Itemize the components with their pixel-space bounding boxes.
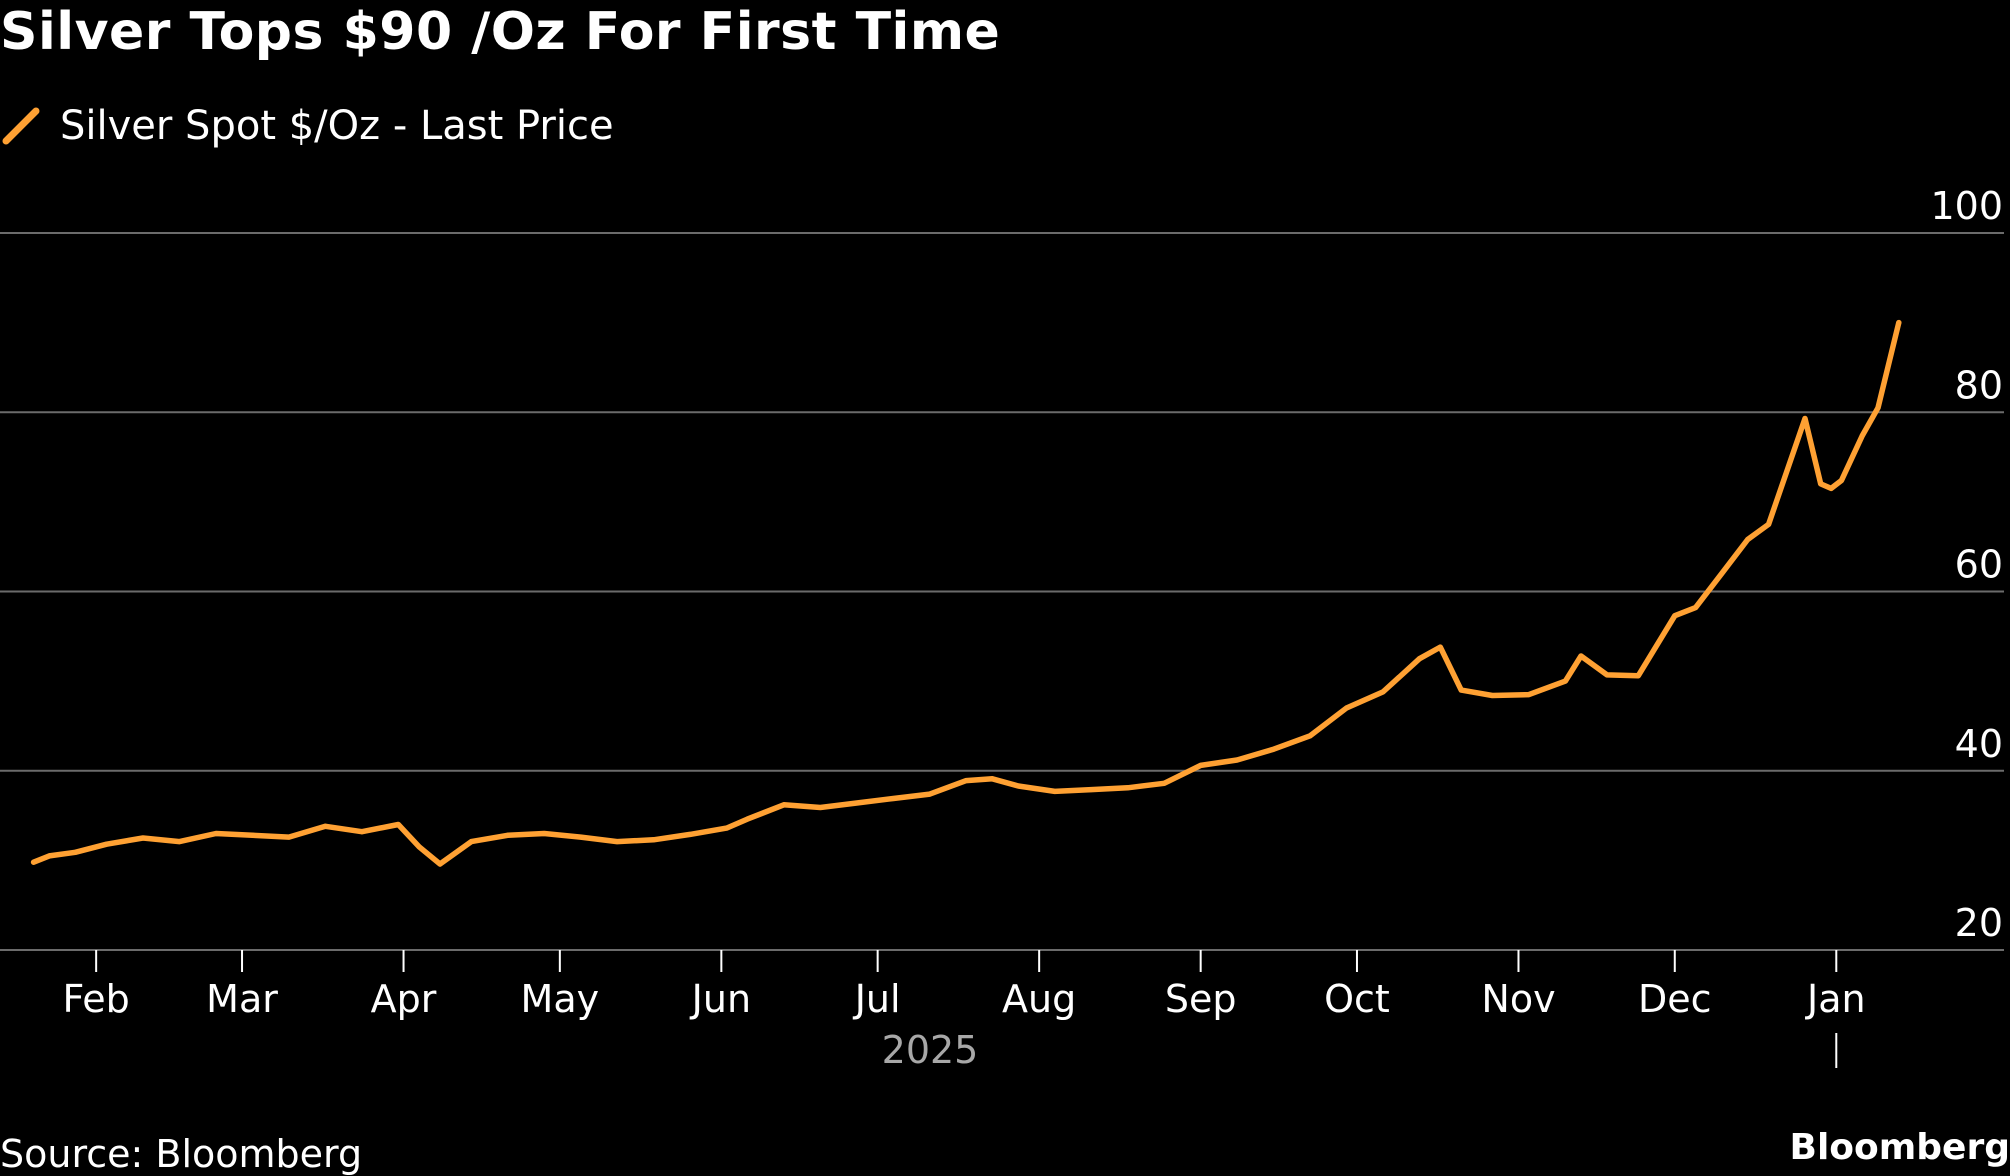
x-tick-label: Sep <box>1165 977 1237 1021</box>
data-point <box>1344 705 1349 711</box>
data-point <box>437 861 443 867</box>
x-tick-label: Mar <box>206 977 278 1021</box>
x-tick-label: Jan <box>1805 977 1866 1021</box>
data-point <box>1458 687 1464 693</box>
data-point <box>963 778 969 784</box>
x-tick-label: Jul <box>853 977 901 1021</box>
data-point <box>1635 673 1641 679</box>
data-point <box>651 837 657 843</box>
data-point <box>46 853 52 859</box>
data-point <box>687 831 693 837</box>
x-tick-label: Aug <box>1002 977 1076 1021</box>
year-label: 2025 <box>882 1028 979 1072</box>
data-point <box>854 800 860 806</box>
data-point <box>322 823 328 829</box>
data-point <box>744 816 750 822</box>
data-point <box>614 839 620 845</box>
data-point <box>1562 678 1568 684</box>
y-tick-label: 20 <box>1955 901 2003 945</box>
y-tick-label: 80 <box>1955 363 2003 407</box>
data-point <box>1489 693 1495 698</box>
data-point <box>1719 571 1725 577</box>
x-tick-label: Apr <box>371 977 437 1021</box>
source-note: Source: Bloomberg <box>0 1132 363 1176</box>
data-point <box>1766 521 1772 527</box>
data-point <box>1052 788 1058 794</box>
data-point <box>578 834 584 840</box>
x-tick-label: Nov <box>1481 977 1555 1021</box>
x-tick-label: Feb <box>63 977 130 1021</box>
data-point <box>1818 481 1824 487</box>
data-point <box>1380 689 1386 695</box>
data-point <box>989 776 995 782</box>
data-point <box>1828 485 1834 491</box>
data-point <box>1015 783 1021 789</box>
data-point <box>1578 653 1584 659</box>
data-point <box>1693 605 1699 611</box>
data-point <box>1125 785 1131 791</box>
data-point <box>359 829 365 835</box>
data-point <box>1161 780 1167 786</box>
data-point <box>1437 644 1443 650</box>
data-point <box>1859 433 1865 439</box>
data-point <box>177 839 182 845</box>
legend-swatch-icon <box>2 107 40 145</box>
data-point <box>927 791 933 797</box>
x-tick-label: Oct <box>1324 977 1390 1021</box>
data-point <box>1802 416 1808 421</box>
data-point <box>781 802 787 808</box>
data-point <box>1839 477 1844 483</box>
data-point <box>72 849 78 855</box>
data-point <box>1875 405 1881 411</box>
data-point <box>890 796 896 801</box>
data-point <box>416 844 422 850</box>
data-point <box>395 822 401 827</box>
legend: Silver Spot $/Oz - Last Price <box>0 100 614 152</box>
data-point <box>1307 733 1313 739</box>
data-point <box>249 832 255 838</box>
data-point <box>1604 672 1610 678</box>
chart-title: Silver Tops $90 /Oz For First Time <box>0 2 1001 62</box>
legend-label: Silver Spot $/Oz - Last Price <box>60 103 614 149</box>
data-point <box>1896 320 1902 326</box>
series-line-0 <box>30 319 1902 867</box>
data-point <box>1745 537 1751 542</box>
data-point <box>1526 692 1532 698</box>
data-point <box>724 825 730 831</box>
x-tick-label: Jun <box>690 977 751 1021</box>
brand-logo: Bloomberg <box>1789 1127 2010 1168</box>
data-point <box>1234 757 1240 763</box>
data-point <box>31 859 37 865</box>
data-point <box>817 805 823 810</box>
data-point <box>1672 613 1678 619</box>
data-point <box>1088 787 1094 793</box>
data-point <box>1271 746 1277 752</box>
y-tick-label: 60 <box>1955 543 2003 587</box>
data-point <box>1198 762 1204 768</box>
data-point <box>541 831 547 836</box>
x-tick-label: May <box>521 977 600 1021</box>
data-point <box>104 841 110 847</box>
data-point <box>213 831 219 836</box>
data-point <box>140 835 146 841</box>
data-point <box>1417 656 1422 662</box>
data-point <box>505 832 511 838</box>
data-point <box>286 834 292 840</box>
y-tick-label: 40 <box>1955 722 2003 766</box>
data-point <box>468 839 474 845</box>
x-tick-label: Dec <box>1638 977 1712 1021</box>
y-tick-label: 100 <box>1930 184 2003 228</box>
